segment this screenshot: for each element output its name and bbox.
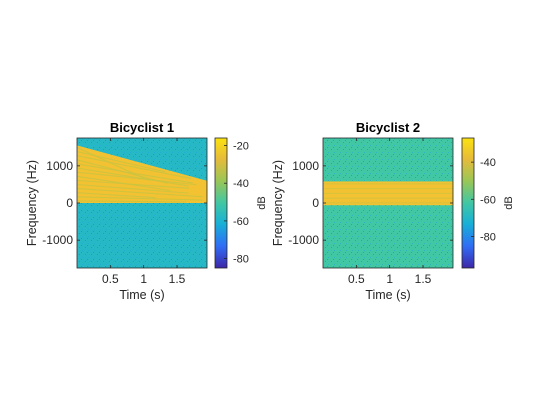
- y-tick-label: 1000: [46, 159, 73, 173]
- y-tick-label: -1000: [42, 233, 73, 247]
- colorbar-tick-label: -40: [233, 178, 249, 190]
- signal-harmonic: [77, 188, 203, 198]
- signal-harmonic: [77, 155, 192, 180]
- x-tick-label: 0.5: [348, 272, 365, 286]
- x-tick-label: 1: [386, 272, 393, 286]
- colorbar-tick-label: -80: [480, 231, 496, 243]
- spectrogram-bicyclist-2: 0.5 1 1.5 1000 0 -1000 Bicyclist 2 Time (s) Freq…: [271, 120, 515, 302]
- signal-harmonic: [77, 167, 189, 187]
- signal-harmonic: [77, 171, 197, 186]
- y-axis-label: Frequency (Hz): [25, 160, 39, 246]
- x-tick-label: 1: [140, 272, 147, 286]
- signal-harmonic: [77, 163, 193, 184]
- x-tick-label: 1.5: [415, 272, 432, 286]
- colorbar-tick-label: -20: [233, 141, 249, 153]
- signal-harmonic: [77, 200, 187, 203]
- signal-harmonic: [77, 151, 166, 173]
- colorbar-label: dB: [503, 196, 515, 209]
- x-tick-label: 1.5: [169, 272, 186, 286]
- signal-harmonic: [77, 179, 190, 189]
- spectrogram-bicyclist-1: 0.5 1 1.5 1000 0 -1000 Bicyclist 1 Time (s) Freq…: [25, 120, 268, 302]
- colorbar-label: dB: [256, 196, 268, 209]
- x-axis-label: Time (s): [119, 288, 164, 302]
- y-tick-label: 0: [312, 196, 319, 210]
- x-tick-label: 0.5: [102, 272, 119, 286]
- colorbar-tick-label: -40: [480, 157, 496, 169]
- colorbar-tick-label: -60: [480, 194, 496, 206]
- y-axis-label: Frequency (Hz): [271, 160, 285, 246]
- y-tick-label: 1000: [292, 159, 319, 173]
- colorbar: [461, 137, 475, 269]
- colorbar-tick-label: -80: [233, 254, 249, 266]
- heatmap-image: [323, 138, 453, 268]
- heatmap-image: [77, 138, 207, 268]
- y-tick-label: 0: [66, 196, 73, 210]
- colorbar-tick-label: -60: [233, 216, 249, 228]
- chart-title: Bicyclist 2: [356, 120, 420, 135]
- signal-harmonic: [77, 196, 203, 201]
- x-axis-label: Time (s): [365, 288, 410, 302]
- signal-harmonic: [77, 192, 156, 199]
- colorbar: [214, 137, 228, 269]
- y-tick-label: -1000: [288, 233, 319, 247]
- chart-title: Bicyclist 1: [110, 120, 174, 135]
- signal-harmonic: [77, 183, 189, 194]
